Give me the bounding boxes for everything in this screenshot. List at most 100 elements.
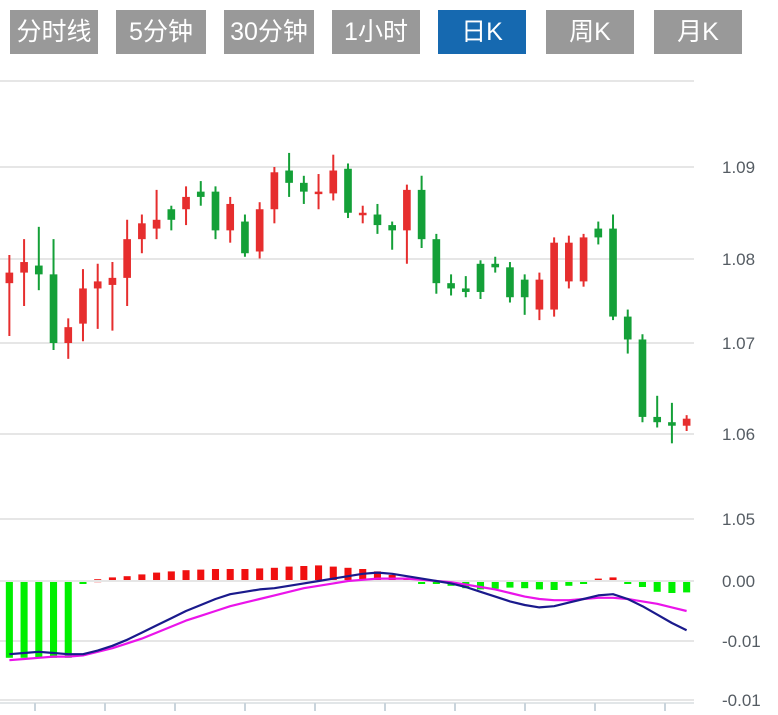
- candle-body: [108, 277, 117, 285]
- macd-hist-bar: [226, 569, 234, 581]
- macd-hist-bar: [683, 581, 691, 593]
- macd-hist-bar: [609, 577, 617, 581]
- candle-body: [520, 279, 529, 298]
- tab-label: 日K: [461, 17, 503, 46]
- candle-body: [461, 288, 470, 292]
- macd-hist-bar: [359, 569, 367, 581]
- candle-body: [5, 272, 14, 284]
- tab-1[interactable]: 5分钟: [116, 10, 206, 54]
- macd-hist-bar: [211, 569, 220, 581]
- candle-body: [682, 418, 691, 426]
- candle-body: [403, 189, 411, 231]
- macd-hist-bar: [418, 581, 426, 584]
- tab-active-4[interactable]: 日K: [438, 10, 526, 54]
- tab-label: 5分钟: [129, 17, 193, 46]
- candle-body: [417, 189, 426, 240]
- macd-hist-bar: [521, 581, 529, 589]
- macd-hist-bar: [329, 566, 337, 581]
- macd-hist-bar: [49, 581, 58, 658]
- candle-body: [152, 219, 161, 229]
- macd-hist-bar: [638, 581, 647, 587]
- candle-body: [432, 239, 441, 284]
- candle-body: [79, 288, 87, 324]
- candle-body: [447, 283, 455, 289]
- candle-body: [270, 172, 279, 210]
- macd-dea-line: [9, 577, 687, 662]
- macd-hist-bar: [167, 571, 175, 581]
- candle-body: [329, 170, 338, 194]
- macd-hist-bar: [64, 581, 72, 658]
- candle-body: [609, 228, 617, 317]
- tab-5[interactable]: 周K: [546, 10, 634, 54]
- macd-hist-bar: [491, 581, 499, 589]
- candle-body: [123, 239, 131, 278]
- tab-2[interactable]: 30分钟: [224, 10, 314, 54]
- candle-body: [594, 228, 603, 238]
- candle-body: [255, 209, 264, 252]
- candle-body: [623, 316, 632, 340]
- candle-body: [358, 212, 367, 216]
- candle-body: [167, 209, 176, 220]
- macd-axis-label-1: -0.01: [722, 632, 761, 651]
- macd-hist-bar: [476, 581, 485, 590]
- price-axis-label-0: 1.09: [722, 158, 755, 177]
- candle-body: [285, 170, 293, 183]
- macd-hist-bar: [506, 581, 514, 588]
- macd-hist-bar: [565, 581, 573, 586]
- macd-hist-bar: [270, 567, 278, 581]
- candle-body: [579, 237, 588, 282]
- candle-body: [668, 422, 676, 426]
- macd-hist-bar: [79, 581, 87, 584]
- candle-body: [20, 262, 28, 273]
- candle-body: [314, 191, 323, 195]
- price-axis-label-2: 1.07: [722, 334, 755, 353]
- candle-body: [653, 416, 662, 423]
- period-tab-bar: 分时线 5分钟 30分钟 1小时 日K 周K 月K: [0, 0, 778, 62]
- tab-label: 1小时: [344, 17, 408, 46]
- macd-hist-bar: [108, 577, 116, 581]
- macd-hist-bar: [653, 581, 661, 592]
- tab-0[interactable]: 分时线: [10, 10, 98, 54]
- macd-hist-bar: [580, 581, 588, 584]
- macd-hist-bar: [241, 569, 249, 581]
- macd-hist-bar: [535, 581, 543, 590]
- macd-hist-bar: [5, 581, 13, 658]
- candle-body: [241, 221, 249, 254]
- macd-hist-bar: [20, 581, 28, 658]
- macd-hist-bar: [182, 570, 190, 581]
- candle-body: [565, 242, 573, 282]
- macd-hist-bar: [138, 574, 146, 581]
- candle-body: [638, 339, 647, 417]
- candle-body: [388, 225, 396, 231]
- macd-hist-bar: [668, 581, 676, 593]
- tab-label: 月K: [677, 17, 719, 46]
- macd-hist-bar: [197, 569, 205, 581]
- candle-body: [300, 182, 308, 192]
- macd-hist-bar: [35, 581, 43, 658]
- macd-hist-bar: [300, 566, 308, 581]
- candle-body: [64, 327, 73, 343]
- candle-body: [344, 168, 352, 213]
- candle-body: [373, 214, 382, 226]
- macd-hist-bar: [432, 581, 440, 584]
- macd-hist-bar: [624, 581, 632, 584]
- macd-hist-bar: [373, 571, 381, 581]
- price-axis-label-1: 1.08: [722, 250, 755, 269]
- macd-axis-label-2: -0.01: [722, 691, 761, 710]
- chart-area: 1.09 1.08 1.07 1.06 1.05 0.00 -0.01 -0.01: [0, 62, 778, 715]
- candle-body: [476, 263, 485, 292]
- price-axis-label-3: 1.06: [722, 425, 755, 444]
- macd-hist-bar: [285, 566, 293, 581]
- macd-axis-label-0: 0.00: [722, 572, 755, 591]
- candle-body: [138, 223, 146, 240]
- tab-3[interactable]: 1小时: [332, 10, 420, 54]
- candle-body: [491, 263, 500, 268]
- tab-label: 周K: [569, 17, 611, 46]
- candle-body: [49, 274, 58, 343]
- tab-6[interactable]: 月K: [654, 10, 742, 54]
- kline-macd-plot[interactable]: 1.09 1.08 1.07 1.06 1.05 0.00 -0.01 -0.01: [0, 62, 778, 715]
- macd-hist-bar: [256, 568, 264, 581]
- macd-hist-bar: [153, 572, 161, 581]
- candle-body: [211, 191, 220, 231]
- macd-dif-line: [9, 571, 688, 656]
